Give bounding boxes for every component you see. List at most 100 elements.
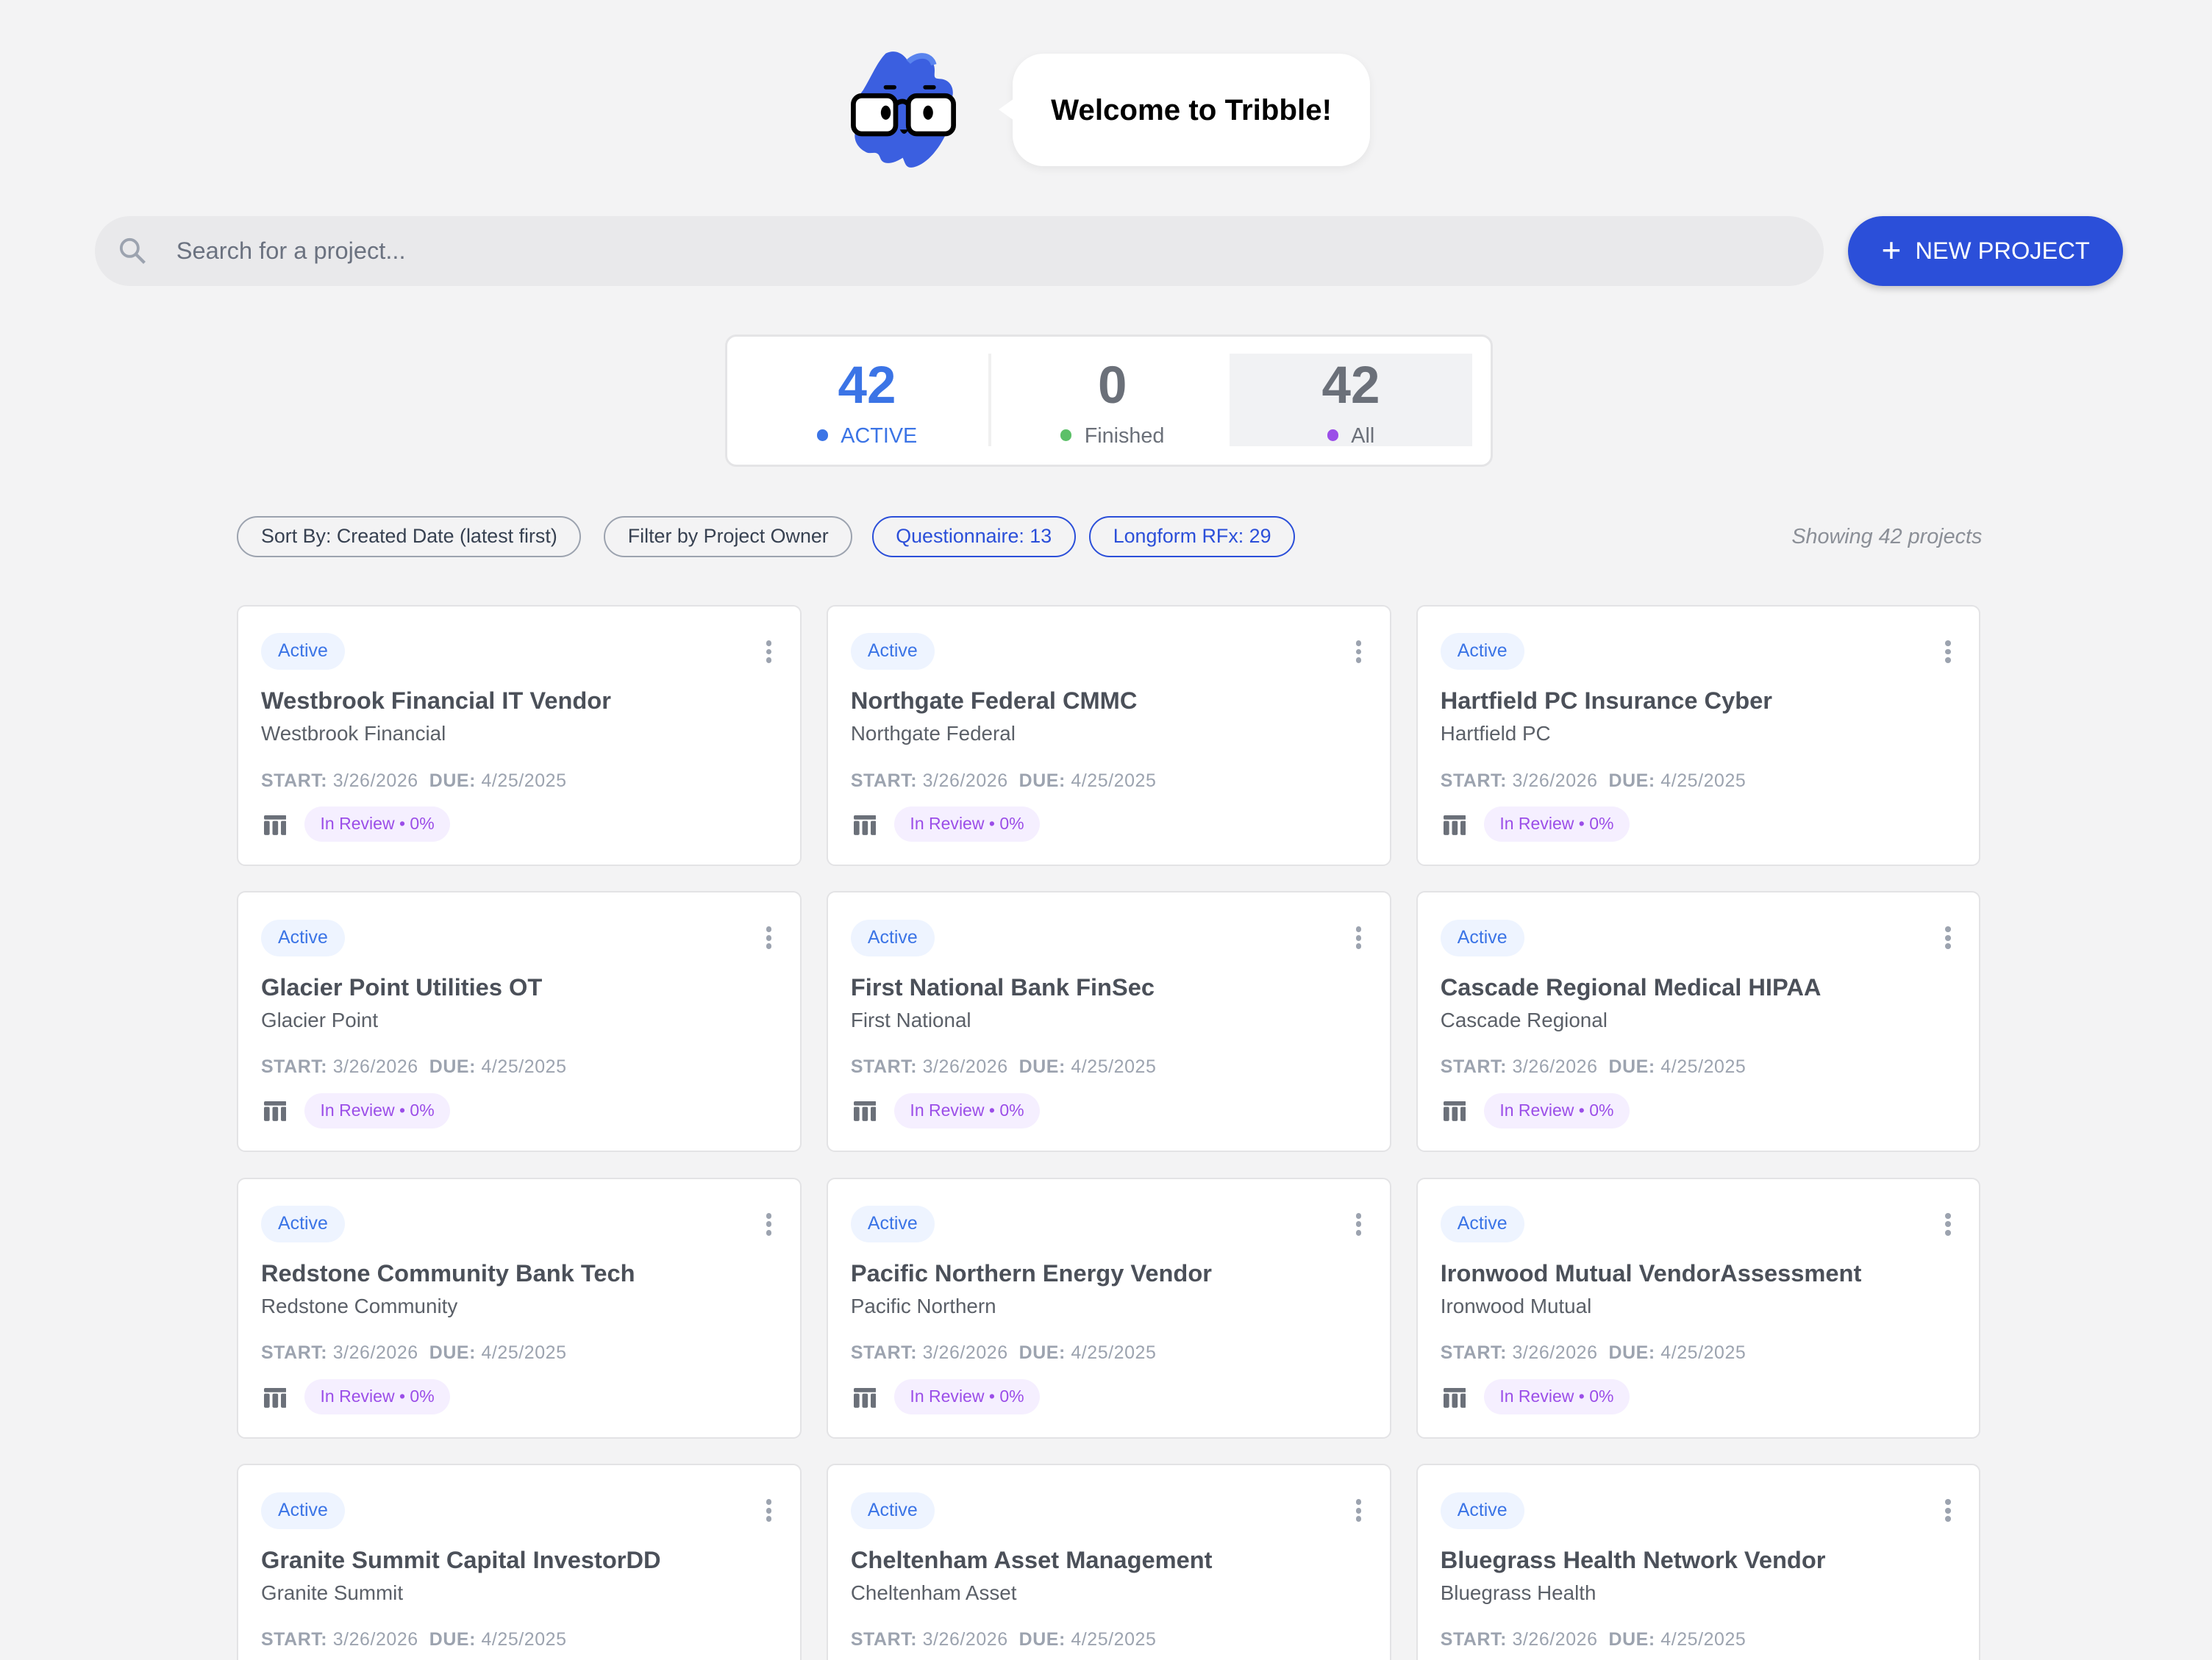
start-date: 3/26/2026: [332, 770, 418, 791]
start-date: 3/26/2026: [1512, 1628, 1598, 1650]
project-org: Redstone Community: [260, 1295, 458, 1318]
start-date: 3/26/2026: [1512, 770, 1598, 791]
status-dot: [816, 429, 829, 441]
status-badge: Active: [260, 1492, 345, 1529]
project-card[interactable]: Active Westbrook Financial IT Vendor Wes…: [237, 604, 802, 866]
project-card[interactable]: Active Cheltenham Asset Management Chelt…: [827, 1464, 1391, 1660]
project-dates: START: 3/26/2026 DUE: 4/25/2025: [851, 1056, 1157, 1078]
status-badge: Active: [1440, 919, 1524, 956]
more-options-icon[interactable]: [1355, 926, 1362, 950]
start-date: 3/26/2026: [332, 1628, 418, 1650]
start-date: 3/26/2026: [922, 1628, 1008, 1650]
due-label: DUE:: [1018, 1628, 1066, 1650]
project-card[interactable]: Active Redstone Community Bank Tech Reds…: [237, 1177, 802, 1439]
project-org: Granite Summit: [260, 1581, 404, 1604]
project-org: Pacific Northern: [850, 1295, 996, 1318]
review-status-badge: In Review • 0%: [304, 1092, 450, 1128]
more-options-icon[interactable]: [1945, 926, 1952, 950]
plus-icon: +: [1881, 230, 1902, 269]
status-badge: Active: [1440, 1492, 1524, 1529]
status-badge: Active: [850, 633, 935, 670]
start-label: START:: [850, 1342, 918, 1364]
project-card[interactable]: Active Pacific Northern Energy Vendor Pa…: [827, 1177, 1391, 1439]
start-label: START:: [1440, 1056, 1507, 1077]
project-title: Redstone Community Bank Tech: [260, 1259, 635, 1287]
longform-filter[interactable]: Longform RFx: 29: [1089, 516, 1296, 557]
more-options-icon[interactable]: [1945, 1499, 1952, 1522]
search-icon: [120, 238, 146, 265]
start-date: 3/26/2026: [922, 770, 1008, 791]
project-org: Cascade Regional: [1440, 1008, 1608, 1031]
project-card[interactable]: Active Northgate Federal CMMC Northgate …: [827, 604, 1391, 866]
more-options-icon[interactable]: [766, 926, 772, 950]
table-icon: [263, 815, 287, 835]
project-card[interactable]: Active Cascade Regional Medical HIPAA Ca…: [1416, 891, 1981, 1153]
start-date: 3/26/2026: [1512, 1342, 1598, 1364]
more-options-icon[interactable]: [766, 1212, 772, 1236]
project-card[interactable]: Active Ironwood Mutual VendorAssessment …: [1416, 1177, 1981, 1439]
table-icon: [1443, 815, 1466, 835]
stat-value: 42: [1321, 356, 1380, 415]
project-title: Granite Summit Capital InvestorDD: [260, 1545, 661, 1573]
due-label: DUE:: [1018, 1056, 1066, 1077]
stat-all[interactable]: 42 All: [1229, 353, 1472, 448]
start-label: START:: [1440, 1628, 1507, 1650]
project-card[interactable]: Active First National Bank FinSec First …: [827, 891, 1391, 1153]
due-label: DUE:: [1608, 770, 1655, 791]
new-project-label: NEW PROJECT: [1915, 237, 2090, 265]
project-org: Glacier Point: [260, 1008, 379, 1031]
project-dates: START: 3/26/2026 DUE: 4/25/2025: [851, 770, 1157, 792]
sort-dropdown[interactable]: Sort By: Created Date (latest first): [237, 516, 582, 557]
welcome-bubble: Welcome to Tribble!: [999, 53, 1370, 167]
search-input[interactable]: [176, 237, 1588, 265]
table-icon: [853, 1101, 877, 1122]
more-options-icon[interactable]: [1355, 1212, 1362, 1236]
project-title: Hartfield PC Insurance Cyber: [1440, 687, 1772, 715]
stat-value: 0: [1098, 356, 1127, 415]
project-title: Pacific Northern Energy Vendor: [850, 1259, 1212, 1287]
more-options-icon[interactable]: [1945, 640, 1952, 663]
more-options-icon[interactable]: [1945, 1212, 1952, 1236]
status-dot: [1327, 429, 1339, 441]
new-project-button[interactable]: + NEW PROJECT: [1848, 215, 2124, 287]
table-icon: [263, 1101, 287, 1122]
due-label: DUE:: [429, 770, 476, 791]
owner-filter[interactable]: Filter by Project Owner: [604, 516, 853, 557]
start-date: 3/26/2026: [332, 1342, 418, 1364]
stat-label: All: [1351, 423, 1375, 448]
start-date: 3/26/2026: [1512, 1056, 1598, 1077]
status-badge: Active: [260, 633, 345, 670]
start-label: START:: [260, 1342, 328, 1364]
due-date: 4/25/2025: [1660, 1342, 1747, 1364]
start-date: 3/26/2026: [922, 1342, 1008, 1364]
due-date: 4/25/2025: [1071, 1342, 1157, 1364]
more-options-icon[interactable]: [766, 1499, 772, 1522]
project-search[interactable]: [94, 215, 1824, 287]
due-label: DUE:: [429, 1056, 476, 1077]
start-label: START:: [260, 770, 328, 791]
review-status-badge: In Review • 0%: [1484, 1379, 1630, 1415]
due-date: 4/25/2025: [481, 770, 567, 791]
project-title: Glacier Point Utilities OT: [260, 973, 543, 1001]
table-icon: [853, 1387, 877, 1408]
showing-count: Showing 42 projects: [1791, 524, 1983, 548]
project-card[interactable]: Active Granite Summit Capital InvestorDD…: [237, 1464, 802, 1660]
project-card[interactable]: Active Glacier Point Utilities OT Glacie…: [237, 891, 802, 1153]
project-org: Cheltenham Asset: [850, 1581, 1017, 1604]
status-badge: Active: [1440, 1206, 1524, 1243]
more-options-icon[interactable]: [766, 640, 772, 663]
stat-active[interactable]: 42 ACTIVE: [747, 354, 987, 448]
due-label: DUE:: [1608, 1628, 1655, 1650]
more-options-icon[interactable]: [1355, 1499, 1362, 1522]
project-card[interactable]: Active Bluegrass Health Network Vendor B…: [1416, 1464, 1981, 1660]
status-dot: [1060, 429, 1072, 441]
start-date: 3/26/2026: [922, 1056, 1008, 1077]
questionnaire-filter[interactable]: Questionnaire: 13: [871, 516, 1076, 557]
start-label: START:: [850, 1056, 918, 1077]
more-options-icon[interactable]: [1355, 640, 1362, 663]
project-card[interactable]: Active Hartfield PC Insurance Cyber Hart…: [1416, 604, 1981, 866]
stat-finished[interactable]: 0 Finished: [993, 354, 1232, 448]
project-org: Ironwood Mutual: [1440, 1295, 1592, 1318]
stat-label: Finished: [1084, 423, 1165, 448]
project-title: Cheltenham Asset Management: [850, 1545, 1213, 1573]
